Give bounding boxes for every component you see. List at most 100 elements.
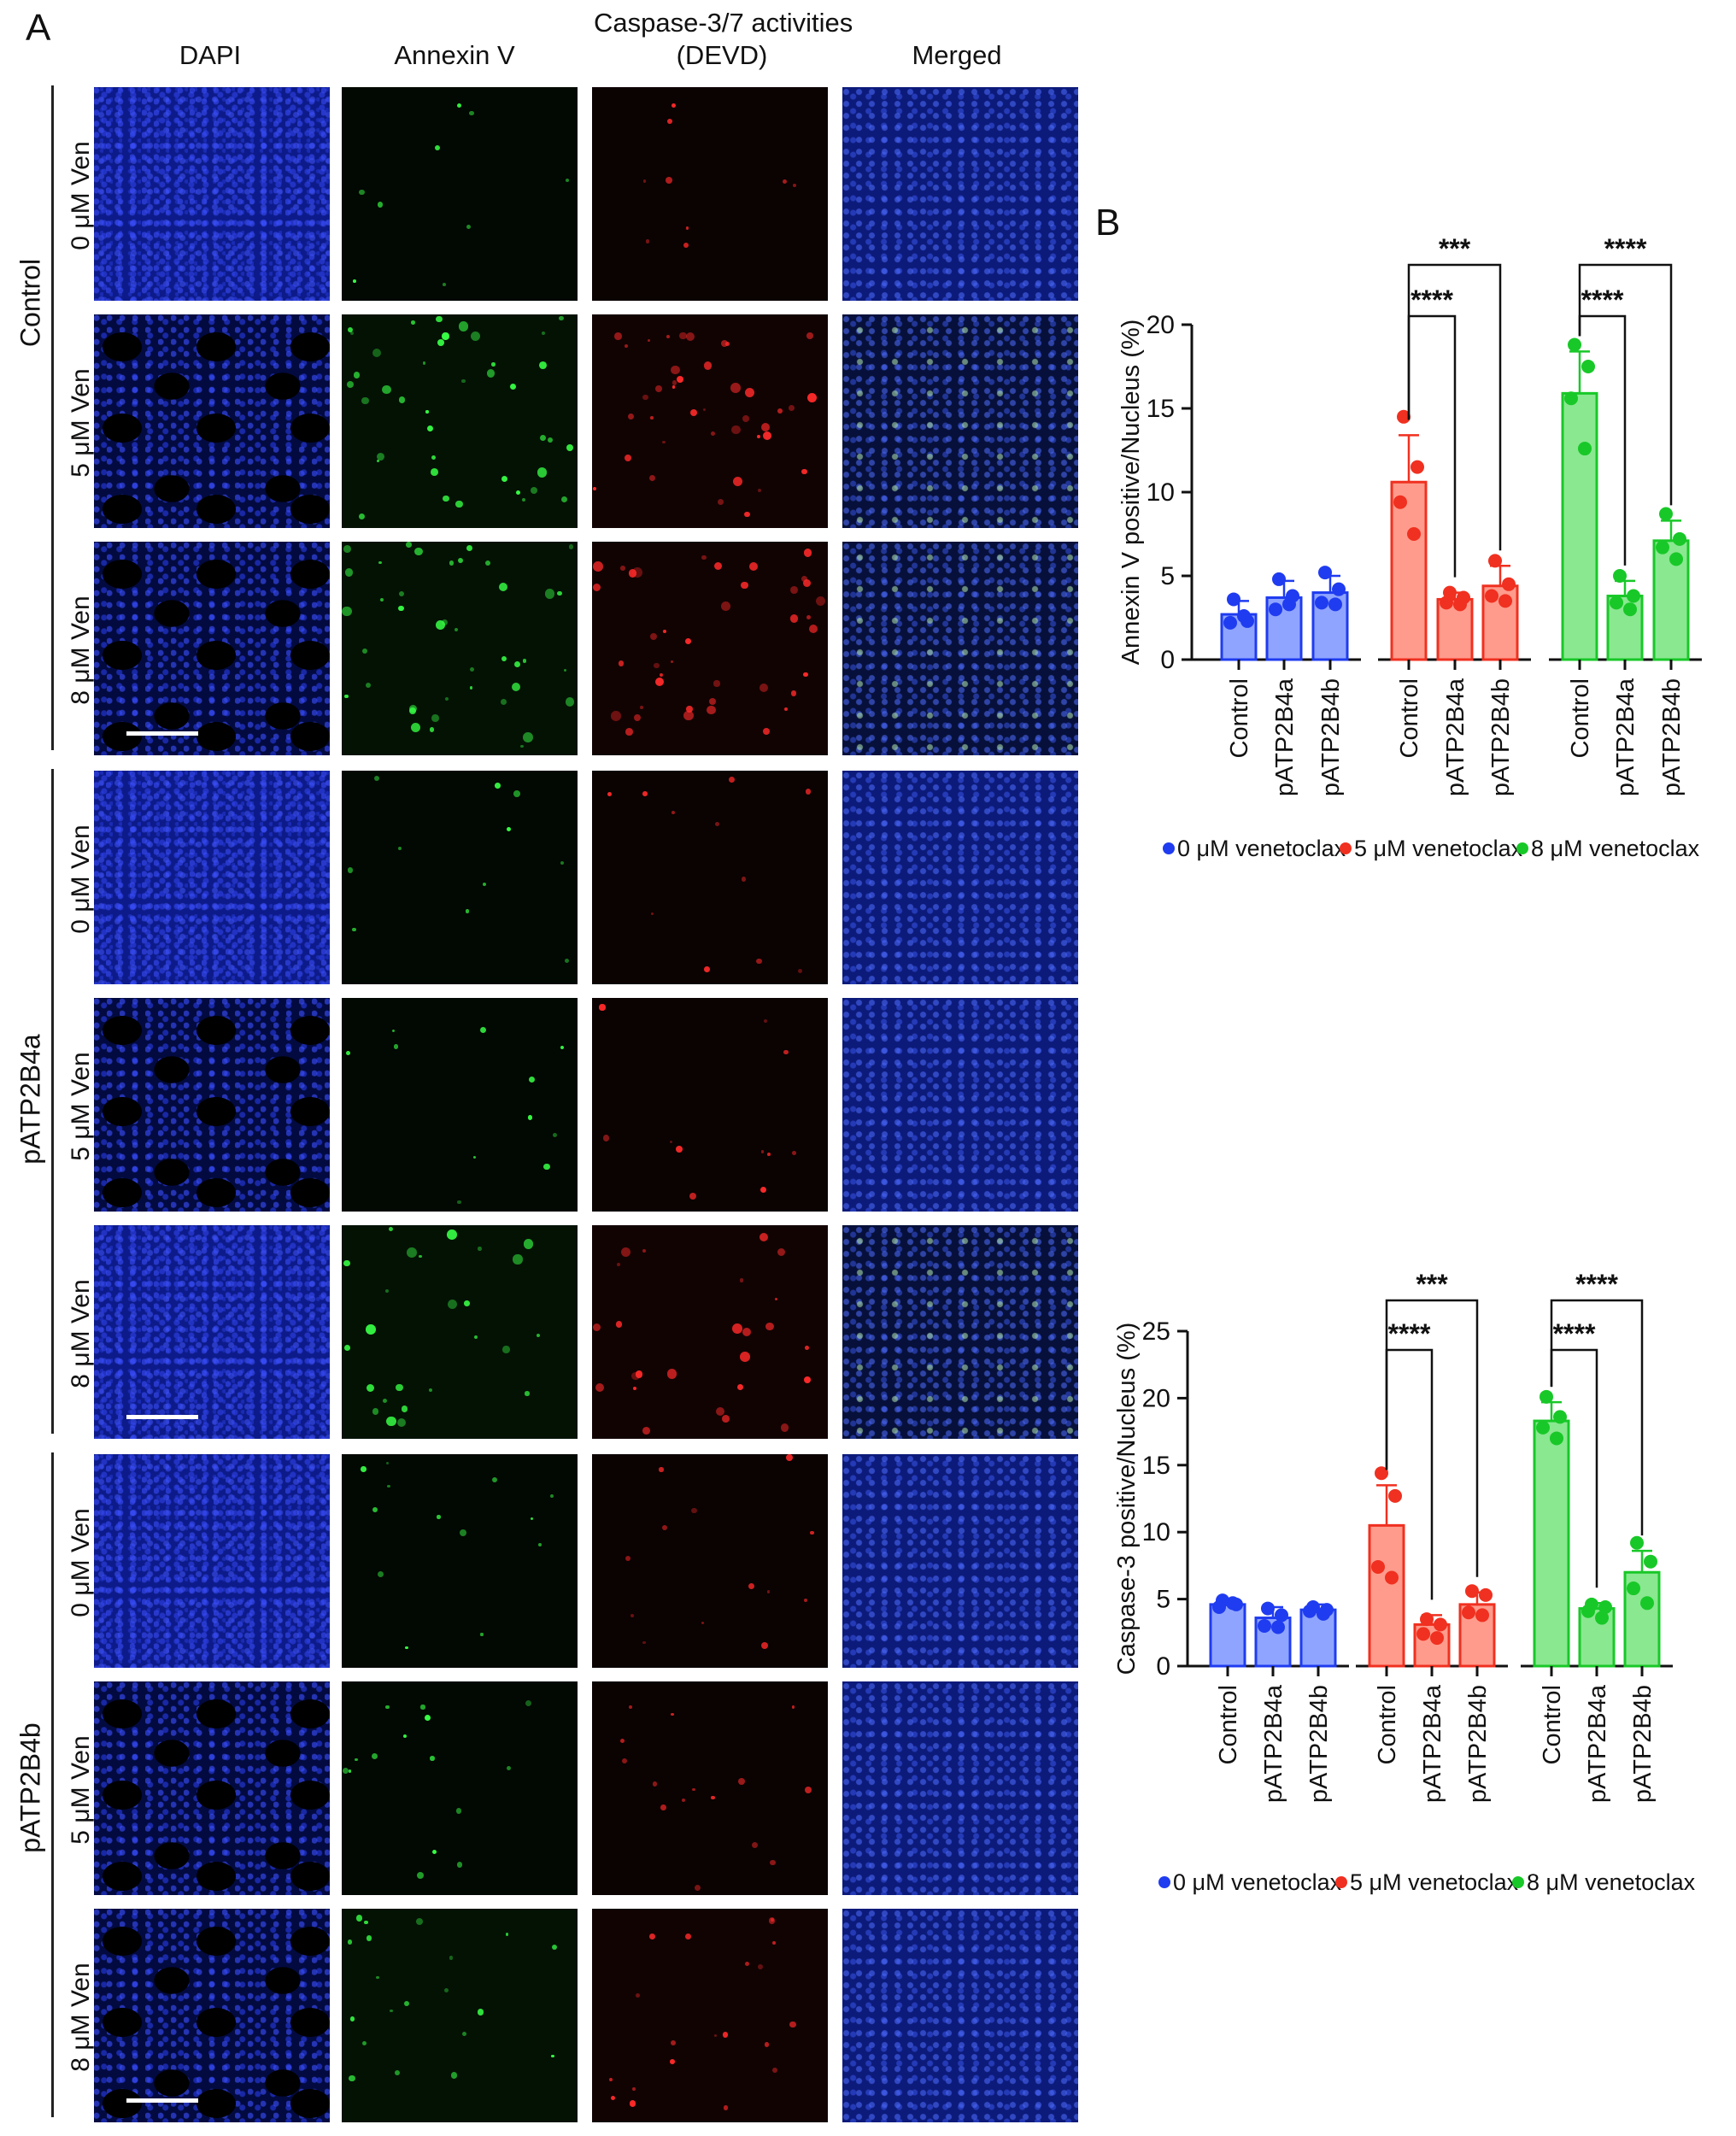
devd-signal bbox=[809, 1530, 814, 1535]
annexin-signal bbox=[455, 627, 458, 631]
devd-signal bbox=[654, 662, 660, 669]
data-point bbox=[1673, 531, 1686, 546]
merged-image bbox=[842, 1681, 1078, 1895]
devd-signal bbox=[681, 1798, 686, 1803]
significance-bracket bbox=[1578, 263, 1673, 506]
annexin-signal bbox=[442, 332, 449, 340]
annexin-signal bbox=[349, 2074, 356, 2082]
annexin-signal bbox=[348, 326, 354, 332]
devd-signal bbox=[801, 576, 807, 583]
annexin-signal bbox=[397, 847, 402, 851]
annexin-signal bbox=[377, 1570, 384, 1578]
data-point bbox=[1397, 409, 1410, 424]
annexin-signal bbox=[552, 1133, 558, 1138]
annexin-signal bbox=[404, 2000, 410, 2006]
devd-signal bbox=[741, 877, 746, 882]
annexin-signal bbox=[455, 500, 463, 508]
annexin-signal bbox=[561, 496, 568, 502]
dapi-image bbox=[94, 1909, 330, 2122]
devd-signal bbox=[660, 1804, 666, 1810]
devd-signal bbox=[722, 2032, 729, 2038]
annexin-signal bbox=[457, 557, 463, 563]
annexin-signal bbox=[347, 380, 355, 388]
annexin-signal bbox=[565, 697, 575, 707]
annexin-signal bbox=[549, 1493, 554, 1499]
dapi-image bbox=[94, 1225, 330, 1439]
devd-signal bbox=[760, 1186, 766, 1193]
annexin-signal bbox=[431, 468, 438, 476]
devd-signal bbox=[815, 596, 826, 607]
annexin-signal bbox=[444, 1987, 449, 1992]
devd-signal bbox=[670, 2039, 677, 2046]
annexin-signal bbox=[436, 316, 443, 323]
annexin-signal bbox=[387, 1484, 390, 1488]
annexin-signal bbox=[353, 279, 357, 284]
devd-signal bbox=[768, 1917, 775, 1924]
annexin-signal bbox=[522, 659, 527, 663]
annexin-signal bbox=[344, 695, 349, 699]
devd-signal bbox=[671, 1712, 674, 1716]
devd-signal bbox=[619, 1738, 625, 1743]
devd-signal bbox=[703, 361, 713, 370]
annexin-signal bbox=[431, 455, 436, 460]
devd-signal bbox=[718, 499, 724, 506]
devd-signal bbox=[723, 2105, 729, 2110]
dapi-image bbox=[94, 1681, 330, 1895]
annexin-signal bbox=[355, 1915, 363, 1922]
devd-signal bbox=[694, 1884, 701, 1892]
annexin-signal bbox=[372, 1507, 378, 1513]
devd-signal bbox=[770, 1859, 776, 1866]
annexin-signal bbox=[403, 1734, 408, 1739]
devd-signal bbox=[744, 511, 751, 518]
y-tick-label: 20 bbox=[1147, 311, 1175, 339]
data-point bbox=[1371, 1559, 1385, 1574]
row-label: 5 μM Ven bbox=[67, 1735, 95, 1845]
devd-signal bbox=[731, 425, 741, 434]
legend-marker bbox=[1335, 1876, 1347, 1888]
annexin-signal bbox=[461, 378, 466, 384]
data-point bbox=[1479, 1587, 1493, 1602]
annexin-signal bbox=[537, 467, 548, 478]
devd-signal bbox=[806, 614, 812, 619]
devd-signal bbox=[790, 586, 799, 594]
annexin-signal bbox=[531, 1517, 534, 1521]
annexin-signal bbox=[513, 660, 521, 668]
devd-signal bbox=[642, 1427, 651, 1435]
annexin-signal bbox=[525, 1391, 530, 1396]
data-point bbox=[1485, 589, 1498, 603]
data-point bbox=[1564, 391, 1578, 406]
annexin-signal bbox=[506, 1933, 509, 1936]
data-point bbox=[1610, 596, 1623, 610]
row-label: 0 μM Ven bbox=[67, 824, 95, 934]
devd-signal bbox=[649, 1934, 656, 1940]
annexin-signal bbox=[538, 1542, 542, 1546]
devd-signal bbox=[669, 1141, 672, 1144]
annexin-signal bbox=[490, 361, 496, 367]
annexin-signal bbox=[431, 1849, 437, 1854]
devd-signal bbox=[804, 1599, 808, 1603]
devd-signal bbox=[684, 1933, 692, 1940]
data-point bbox=[1613, 569, 1627, 583]
data-point bbox=[1318, 566, 1332, 580]
data-point bbox=[1223, 615, 1237, 630]
annexin-signal bbox=[529, 1076, 536, 1083]
significance-stars: **** bbox=[1410, 285, 1453, 315]
annexin-signal bbox=[557, 590, 562, 596]
annexin-signal bbox=[398, 591, 404, 597]
legend-marker bbox=[1516, 842, 1528, 854]
annexin-signal bbox=[472, 1155, 476, 1159]
devd-signal bbox=[672, 380, 677, 385]
devd-signal bbox=[672, 385, 676, 389]
devd-signal bbox=[655, 384, 663, 392]
x-tick-label: pATP2B4b bbox=[1317, 678, 1345, 796]
data-point bbox=[1578, 442, 1592, 456]
devd-signal bbox=[672, 103, 676, 108]
annexin-signal bbox=[343, 545, 351, 554]
annexin-signal bbox=[484, 560, 490, 566]
annexin-signal bbox=[528, 1115, 533, 1120]
annexin-signal bbox=[373, 776, 379, 782]
data-point bbox=[1332, 582, 1346, 596]
devd-signal bbox=[619, 566, 625, 571]
devd-signal bbox=[789, 2021, 796, 2028]
